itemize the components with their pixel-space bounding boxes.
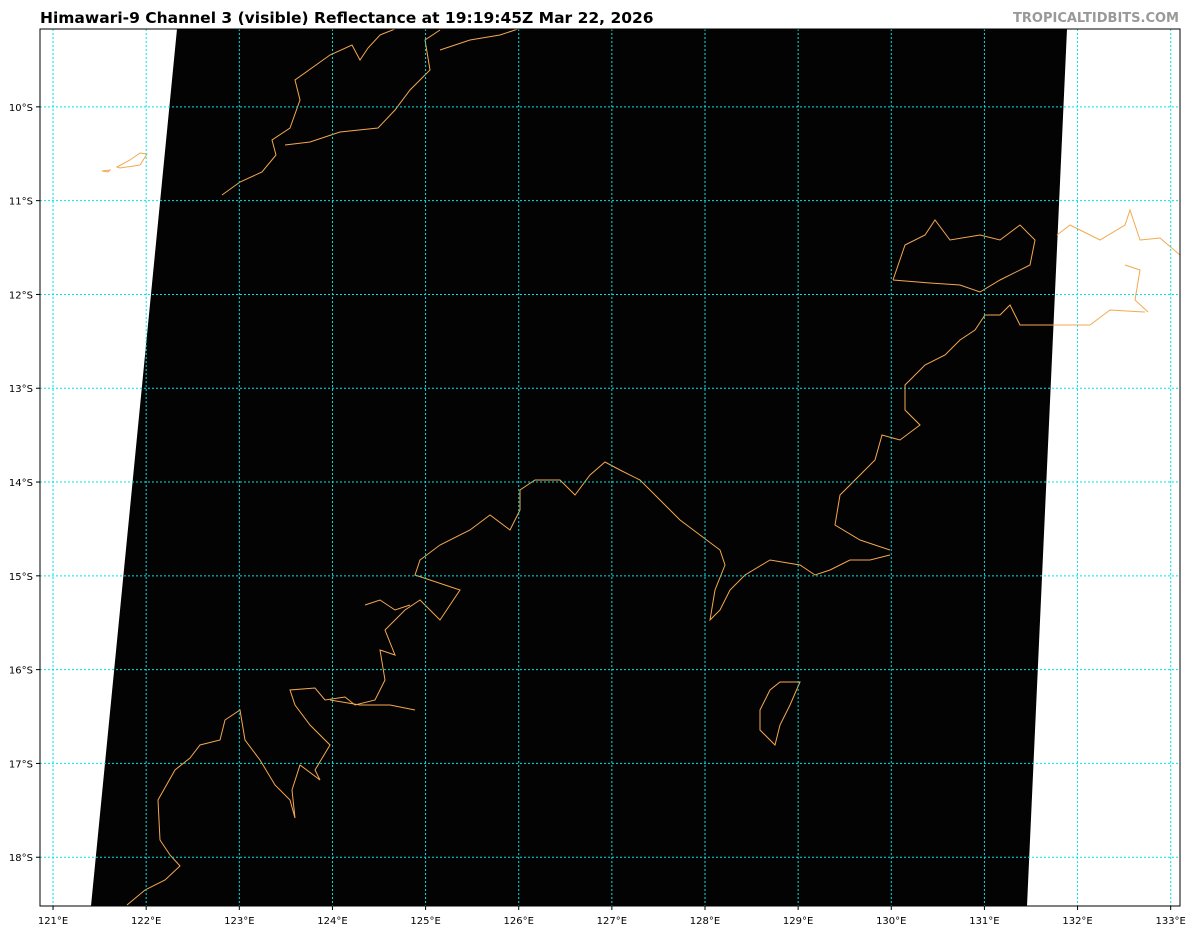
coastline-buccaneer: [329, 599, 416, 711]
x-tick-label: 123°E: [224, 916, 254, 927]
x-tick-label: 127°E: [597, 916, 627, 927]
coastline-island-south: [759, 681, 801, 746]
x-tick-label: 126°E: [504, 916, 534, 927]
brand-watermark: TROPICALTIDBITS.COM: [1013, 11, 1179, 26]
y-tick-label: 15°S: [9, 572, 33, 583]
imagery-swath: [91, 29, 1067, 906]
x-tick-label: 122°E: [131, 916, 161, 927]
coastline-timor-east: [284, 29, 519, 146]
coastline-tiwi: [892, 219, 1036, 293]
y-tick-label: 17°S: [9, 759, 33, 770]
y-tick-label: 13°S: [9, 384, 33, 395]
x-tick-label: 129°E: [783, 916, 813, 927]
y-tick-label: 10°S: [9, 103, 33, 114]
gridlines: [40, 29, 1180, 906]
x-tick-label: 133°E: [1155, 916, 1185, 927]
y-tick-label: 16°S: [9, 666, 33, 677]
coastline-cobourg: [1056, 208, 1180, 313]
coastline-kimberley: [126, 461, 891, 906]
y-tick-label: 12°S: [9, 290, 33, 301]
y-tick-label: 18°S: [9, 853, 33, 864]
y-tick-label: 14°S: [9, 478, 33, 489]
x-tick-label: 132°E: [1062, 916, 1092, 927]
x-tick-label: 130°E: [876, 916, 906, 927]
axis-ticks: 121°E 122°E 123°E 124°E 125°E 126°E 127°E 128°E…: [9, 103, 1186, 927]
x-tick-label: 128°E: [690, 916, 720, 927]
x-tick-label: 131°E: [969, 916, 999, 927]
x-tick-label: 125°E: [410, 916, 440, 927]
x-tick-label: 124°E: [317, 916, 347, 927]
coastline-island-small: [101, 152, 148, 173]
coastlines: [101, 29, 1180, 906]
map-title: Himawari-9 Channel 3 (visible) Reflectan…: [40, 9, 654, 27]
coastline-timor: [221, 29, 396, 196]
plot-frame: [39, 28, 1181, 907]
x-tick-label: 121°E: [38, 916, 68, 927]
y-tick-label: 11°S: [9, 197, 33, 208]
